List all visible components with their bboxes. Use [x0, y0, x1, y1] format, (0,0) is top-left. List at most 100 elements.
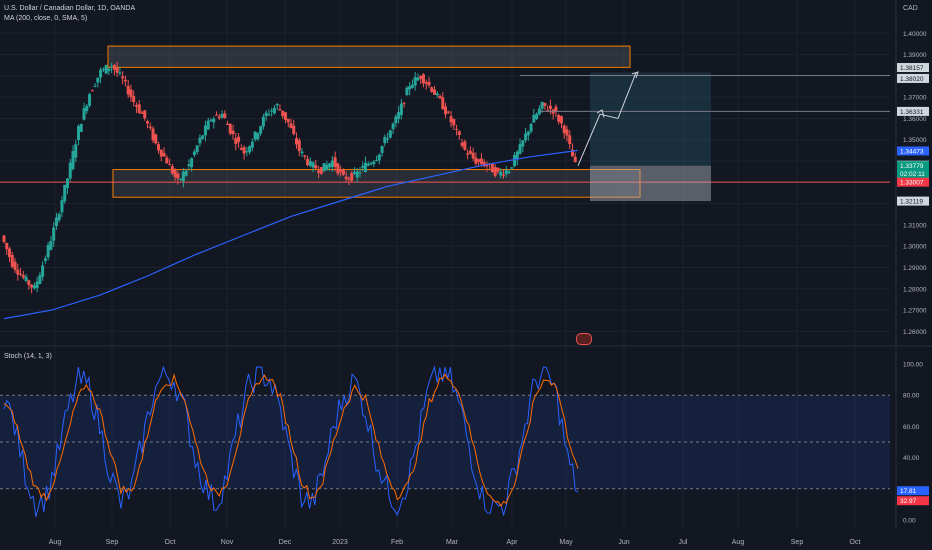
- symbol-title[interactable]: U.S. Dollar / Canadian Dollar, 1D, OANDA: [4, 5, 136, 12]
- candle-body: [532, 115, 536, 123]
- time-tick-label: May: [559, 539, 573, 546]
- candle-body: [281, 110, 285, 117]
- candle-body: [369, 163, 373, 165]
- candle-body: [112, 64, 116, 70]
- candle-body: [60, 200, 64, 213]
- candle-body: [314, 165, 318, 169]
- candle-body: [250, 141, 254, 148]
- price-tick-label: 1.39000: [903, 52, 927, 59]
- candle-body: [383, 136, 387, 144]
- candle-body: [479, 158, 483, 164]
- stoch-label[interactable]: Stoch (14, 1, 3): [4, 353, 52, 360]
- candle-body: [344, 176, 348, 180]
- time-tick-label: Jun: [618, 539, 629, 546]
- candle-body: [330, 160, 334, 168]
- support-zone: [112, 169, 641, 198]
- candle-body: [408, 86, 412, 90]
- candle-body: [435, 93, 439, 96]
- candle-body: [21, 275, 25, 278]
- candle-body: [168, 164, 172, 166]
- candle-body: [421, 74, 425, 84]
- candle-body: [405, 87, 409, 96]
- price-label-bg: [897, 177, 929, 187]
- ma-indicator-label[interactable]: MA (200, close, 0, SMA, 5): [4, 15, 88, 22]
- candle-body: [410, 84, 414, 88]
- arrow-head-1: [596, 109, 605, 118]
- price-axis: 1.40000 1.39000 1.37000 1.36000 1.35000 1.310…: [897, 31, 929, 525]
- candle-body: [372, 161, 376, 165]
- price-label-bg: [897, 146, 929, 156]
- candle-body: [377, 154, 381, 161]
- candle-body: [162, 152, 166, 157]
- candle-body: [446, 111, 450, 113]
- price-tick-label: 1.40000: [903, 31, 927, 38]
- candle-body: [104, 65, 108, 74]
- candle-body: [195, 145, 199, 153]
- candle-body: [110, 66, 114, 68]
- candle-body: [38, 275, 42, 284]
- price-label-target: 1.38157: [900, 65, 924, 72]
- candle-body: [272, 107, 276, 114]
- price-tick-label: 1.31000: [903, 222, 927, 229]
- price-tick-label: 1.36000: [903, 116, 927, 123]
- candle-body: [170, 166, 174, 174]
- candle-body: [237, 136, 241, 142]
- candle-body: [27, 280, 31, 285]
- candle-body: [427, 81, 431, 86]
- candle-body: [214, 114, 218, 116]
- candle-body: [248, 146, 252, 153]
- stoch-k-line: [3, 365, 579, 518]
- time-tick-label: Aug: [49, 539, 62, 546]
- candle-body: [88, 94, 92, 106]
- candle-body: [57, 214, 61, 221]
- candle-body: [303, 155, 307, 157]
- candle-body: [283, 112, 287, 120]
- candle-body: [361, 165, 365, 168]
- record-icon[interactable]: [576, 333, 592, 345]
- candle-body: [118, 72, 122, 74]
- candle-body: [289, 123, 293, 128]
- candle-body: [184, 170, 188, 176]
- candle-body: [85, 105, 89, 112]
- candle-body: [325, 164, 329, 170]
- price-label-bg: [897, 196, 929, 206]
- candle-body: [397, 112, 401, 119]
- stoch-tick-label: 40.00: [903, 455, 920, 462]
- candle-body: [41, 265, 45, 277]
- stoch-k-value: 17.81: [900, 488, 917, 495]
- candle-body: [2, 235, 6, 242]
- candle-body: [399, 103, 403, 116]
- price-label-last: 1.33779: [900, 163, 924, 170]
- candle-body: [438, 95, 442, 99]
- candle-body: [339, 169, 343, 172]
- candle-body: [239, 148, 243, 150]
- candle-body: [471, 152, 475, 159]
- candle-body: [223, 113, 227, 119]
- stoch-tick-label: 100.00: [903, 362, 923, 369]
- candle-body: [90, 90, 94, 92]
- candle-body: [295, 138, 299, 145]
- candle-body: [99, 69, 103, 78]
- candle-body: [424, 82, 428, 84]
- candle-body: [19, 273, 23, 275]
- price-label-target: 1.36331: [900, 109, 924, 116]
- stop-zone: [590, 165, 711, 202]
- candle-body: [380, 146, 384, 153]
- candle-body: [477, 159, 481, 162]
- candle-body: [228, 123, 232, 134]
- candle-body: [126, 85, 130, 95]
- candle-body: [220, 114, 224, 118]
- candle-body: [137, 104, 141, 113]
- candle-body: [352, 171, 356, 174]
- candle-body: [206, 120, 210, 130]
- stoch-d-value: 32.97: [900, 498, 917, 505]
- price-label-support: 1.33007: [900, 180, 924, 187]
- candle-body: [32, 285, 36, 289]
- candle-body: [419, 76, 423, 79]
- candle-body: [328, 163, 332, 168]
- price-tick-label: 1.35000: [903, 137, 927, 144]
- candle-body: [121, 76, 125, 79]
- candle-body: [286, 118, 290, 123]
- candle-body: [402, 102, 406, 104]
